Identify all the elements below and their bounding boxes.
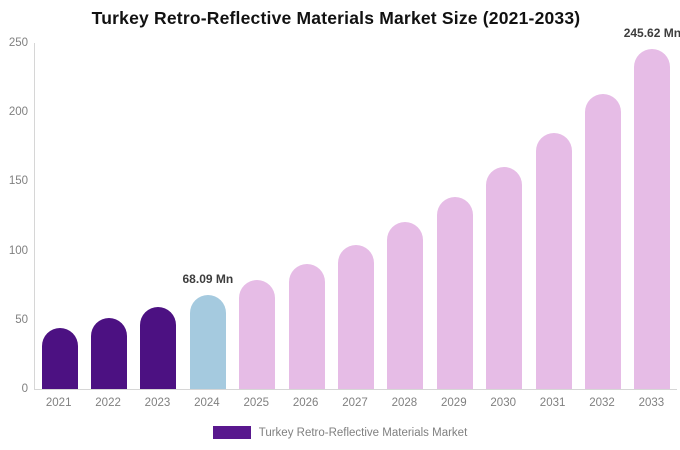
x-axis-label-2022: 2022 [95,397,121,409]
bar-slot-2032 [578,43,627,389]
bar-2022[interactable] [91,318,128,389]
bar-slot-2028 [381,43,430,389]
x-axis-label-2025: 2025 [243,397,270,409]
bar-2032[interactable] [584,94,621,389]
x-axis-label-2028: 2028 [391,397,418,409]
bar-2031[interactable] [535,133,572,389]
data-label-2024: 68.09 Mn [182,271,234,286]
bar-slot-2033: 245.62 Mn [624,26,680,389]
legend-item[interactable]: Turkey Retro-Reflective Materials Market [0,426,680,439]
chart-title: Turkey Retro-Reflective Materials Market… [91,8,581,28]
bar-2033[interactable] [634,49,671,389]
x-axis-label-2030: 2030 [490,397,516,409]
bars-row: 68.09 Mn 245.62 Mn [35,26,680,389]
x-axis-label-2029: 2029 [441,397,467,409]
x-axis-label-2024: 2024 [194,397,220,409]
bar-slot-2022 [84,43,133,389]
bar-slot-2027 [331,43,380,389]
bar-2028[interactable] [387,222,424,389]
x-axis-label-2026: 2026 [292,397,319,409]
bar-slot-2029 [430,43,479,389]
bar-2024[interactable] [189,294,226,389]
legend-swatch-icon [212,426,251,439]
y-tick-label-50: 50 [15,313,28,326]
x-axis-label-2023: 2023 [144,397,171,409]
y-tick-label-200: 200 [8,106,28,119]
bar-2030[interactable] [486,167,523,389]
bar-2027[interactable] [338,244,375,389]
bar-slot-2026 [282,43,331,389]
bar-2021[interactable] [41,327,78,389]
x-axis-label-2027: 2027 [342,397,368,409]
bar-2023[interactable] [140,307,177,389]
x-axis-label-2032: 2032 [589,397,615,409]
bar-slot-2021 [35,43,84,389]
bar-slot-2024: 68.09 Mn [182,43,234,389]
bar-slot-2023 [134,43,183,389]
bar-slot-2025 [233,43,282,389]
y-tick-label-150: 150 [8,175,28,188]
bar-2026[interactable] [288,263,325,389]
data-label-2033: 245.62 Mn [623,26,680,41]
bar-2029[interactable] [436,196,473,389]
x-axis-label-2021: 2021 [45,397,72,409]
legend-label: Turkey Retro-Reflective Materials Market [258,426,468,439]
y-tick-label-250: 250 [8,37,28,49]
x-axis-label-2031: 2031 [539,397,566,409]
y-tick-label-0: 0 [21,383,28,395]
y-tick-label-100: 100 [8,244,28,257]
bar-slot-2031 [529,43,578,389]
x-axis-label-2033: 2033 [638,397,665,409]
bar-slot-2030 [480,43,529,389]
x-axis: 2021 2022 2023 2024 2025 2026 2027 2028 2029 2030… [34,397,676,409]
bar-2025[interactable] [239,280,276,389]
plot-area: 68.09 Mn 245.62 Mn 0 50 100 150 200 250 [9,26,680,395]
